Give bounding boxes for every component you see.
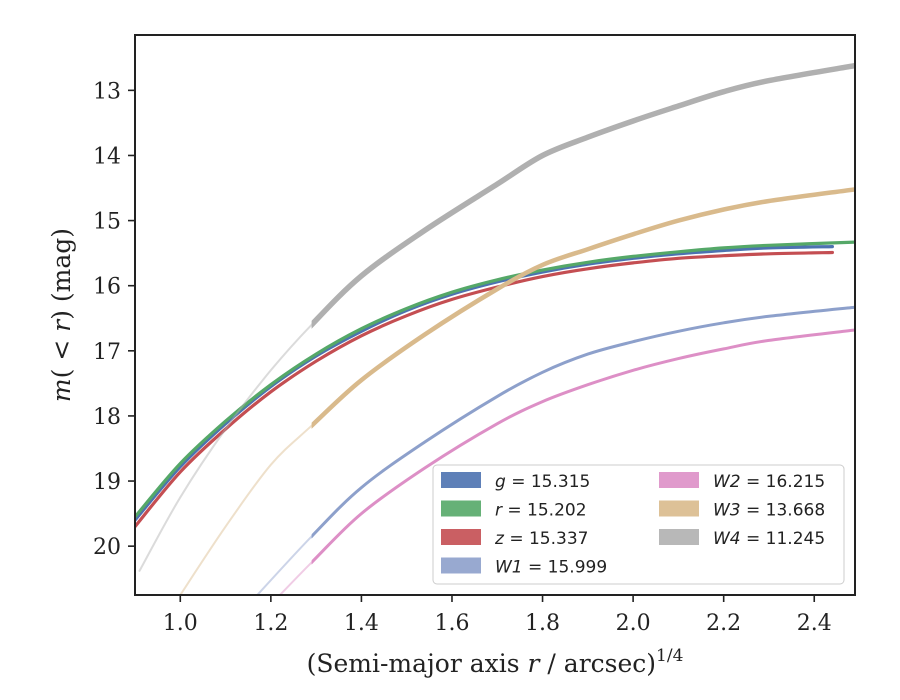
y-axis-title-m: m bbox=[47, 378, 76, 402]
legend-entry-label: W2 = 16.215 bbox=[713, 472, 825, 492]
x-axis-title-var: r bbox=[528, 649, 542, 678]
x-tick-label: 1.2 bbox=[253, 611, 288, 636]
series-line-5 bbox=[311, 187, 855, 429]
x-tick-label: 1.0 bbox=[163, 611, 198, 636]
series-line-3 bbox=[311, 305, 855, 539]
y-axis-title-r: r bbox=[47, 318, 76, 332]
y-tick-label: 18 bbox=[93, 405, 121, 430]
x-tick-label: 1.8 bbox=[525, 611, 560, 636]
series-line-6 bbox=[311, 62, 855, 329]
series-line-1 bbox=[135, 240, 855, 519]
legend-entry-label: W3 = 13.668 bbox=[713, 501, 825, 521]
y-axis-title: m( < r) (mag) bbox=[47, 228, 76, 402]
x-axis-title-post: / arcsec) bbox=[539, 649, 656, 678]
x-tick-label: 2.4 bbox=[797, 611, 832, 636]
x-axis-title-exponent: 1/4 bbox=[656, 646, 683, 666]
y-tick-label: 17 bbox=[93, 340, 121, 365]
series-line-4 bbox=[311, 328, 855, 565]
x-tick-label: 2.0 bbox=[616, 611, 651, 636]
x-axis-title: (Semi-major axis r / arcsec)1/4 bbox=[307, 646, 684, 678]
x-tick-label: 2.2 bbox=[706, 611, 741, 636]
y-tick-label: 16 bbox=[93, 275, 121, 300]
legend-entry-label: z = 15.337 bbox=[494, 529, 588, 549]
y-axis-title-unit: (mag) bbox=[47, 228, 76, 310]
legend-swatch bbox=[659, 472, 699, 488]
legend-entry-label: W1 = 15.999 bbox=[495, 558, 607, 578]
legend-entry-label: r = 15.202 bbox=[495, 501, 587, 521]
y-axis-title-post: ) bbox=[47, 310, 76, 320]
y-axis: 13 14 15 16 17 18 19 20 bbox=[93, 79, 135, 560]
plot-frame bbox=[134, 34, 856, 596]
legend-swatch bbox=[441, 557, 481, 574]
series-line-2 bbox=[135, 250, 834, 529]
y-tick-label: 15 bbox=[93, 210, 121, 235]
y-tick-label: 20 bbox=[93, 535, 121, 560]
x-tick-label: 1.6 bbox=[434, 611, 469, 636]
series-layer bbox=[135, 62, 855, 595]
y-tick-label: 14 bbox=[93, 144, 121, 169]
legend-swatch bbox=[441, 500, 481, 517]
x-axis: 1.0 1.2 1.4 1.6 1.8 2.0 2.2 2.4 bbox=[163, 595, 832, 636]
legend: g = 15.315 r = 15.202 z = 15.337 W1 = 15.99… bbox=[432, 464, 845, 585]
y-axis-title-mid: ( < bbox=[47, 332, 76, 379]
x-axis-title-pre: (Semi-major axis bbox=[307, 649, 528, 678]
series-line-0 bbox=[135, 245, 834, 522]
legend-swatch bbox=[659, 529, 699, 545]
legend-box bbox=[432, 464, 845, 585]
x-tick-label: 1.4 bbox=[344, 611, 379, 636]
legend-entry-label: W4 = 11.245 bbox=[713, 529, 825, 549]
y-tick-label: 13 bbox=[93, 79, 121, 104]
y-tick-label: 19 bbox=[93, 470, 121, 495]
legend-entry-label: g = 15.315 bbox=[495, 472, 590, 492]
legend-swatch bbox=[659, 500, 699, 517]
legend-swatch bbox=[441, 472, 481, 488]
legend-swatch bbox=[441, 529, 481, 545]
